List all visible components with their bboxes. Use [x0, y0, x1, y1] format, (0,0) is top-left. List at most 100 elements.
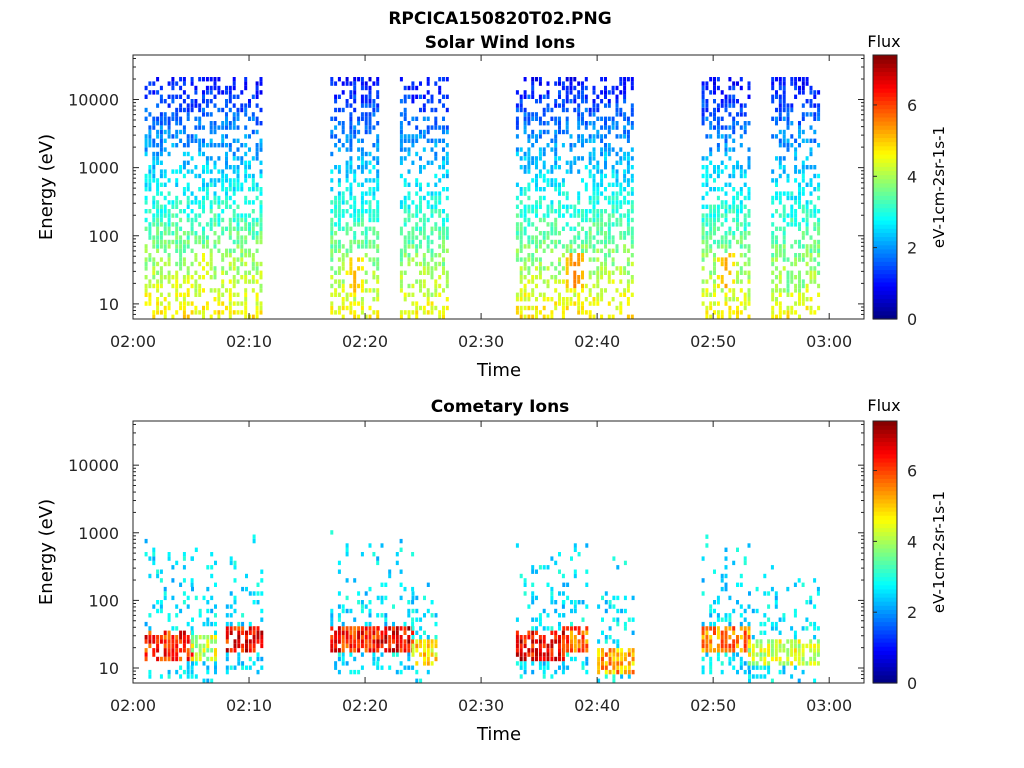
- heatmap-cell: [813, 239, 817, 245]
- heatmap-cell: [364, 288, 368, 293]
- heatmap-cell: [619, 213, 623, 218]
- heatmap-cell: [554, 103, 558, 108]
- heatmap-cell: [259, 173, 263, 179]
- heatmap-cell: [546, 213, 550, 218]
- heatmap-cell: [213, 275, 217, 280]
- heatmap-cell: [364, 270, 368, 275]
- heatmap-cell: [798, 297, 801, 302]
- heatmap-cell: [716, 314, 720, 319]
- heatmap-cell: [438, 244, 442, 249]
- heatmap-cell: [232, 178, 236, 183]
- heatmap-cell: [701, 292, 705, 297]
- heatmap-cell: [349, 226, 353, 231]
- heatmap-cell: [527, 239, 531, 245]
- heatmap-cell: [794, 253, 798, 258]
- heatmap-cell: [241, 586, 245, 592]
- heatmap-cell: [372, 213, 376, 218]
- heatmap-cell: [724, 217, 728, 223]
- heatmap-cell: [790, 275, 794, 280]
- heatmap-cell: [531, 134, 535, 139]
- heatmap-cell: [701, 165, 705, 170]
- heatmap-cell: [353, 283, 357, 289]
- heatmap-cell: [190, 77, 194, 82]
- heatmap-cell: [190, 578, 194, 583]
- heatmap-cell: [577, 195, 581, 201]
- heatmap-cell: [221, 270, 225, 275]
- heatmap-cell: [527, 187, 531, 192]
- heatmap-cell: [206, 608, 210, 614]
- heatmap-cell: [182, 292, 186, 297]
- heatmap-cell: [790, 292, 794, 297]
- heatmap-cell: [705, 543, 709, 548]
- colorbar-tick-label: 6: [907, 462, 917, 481]
- heatmap-cell: [191, 643, 194, 649]
- heatmap-cell: [233, 578, 237, 583]
- x-tick-label: 02:10: [226, 696, 272, 715]
- heatmap-cell: [519, 107, 523, 113]
- heatmap-cell: [790, 279, 794, 284]
- heatmap-cell: [619, 305, 623, 311]
- heatmap-cell: [214, 560, 217, 566]
- heatmap-cell: [163, 222, 167, 227]
- heatmap-cell: [232, 266, 236, 271]
- heatmap-cell: [364, 226, 368, 231]
- heatmap-cell: [426, 608, 430, 614]
- heatmap-cell: [368, 305, 372, 311]
- heatmap-cell: [415, 648, 419, 653]
- heatmap-cell: [550, 200, 554, 205]
- colorbar-segment: [873, 523, 897, 529]
- heatmap-cell: [561, 204, 565, 209]
- heatmap-cell: [399, 121, 403, 126]
- heatmap-cell: [519, 292, 523, 297]
- heatmap-cell: [144, 288, 148, 293]
- heatmap-cell: [527, 630, 531, 635]
- heatmap-cell: [542, 665, 546, 670]
- heatmap-cell: [221, 182, 225, 187]
- heatmap-cell: [330, 643, 334, 649]
- heatmap-cell: [156, 103, 160, 108]
- heatmap-cell: [221, 253, 225, 258]
- heatmap-cell: [214, 613, 217, 618]
- heatmap-cell: [159, 275, 163, 280]
- heatmap-cell: [228, 261, 232, 267]
- heatmap-cell: [345, 635, 349, 640]
- colorbar-segment: [873, 527, 897, 533]
- heatmap-cell: [167, 253, 171, 258]
- heatmap-cell: [747, 244, 751, 249]
- heatmap-cell: [186, 187, 190, 192]
- heatmap-cell: [179, 217, 183, 223]
- heatmap-cell: [732, 656, 736, 662]
- heatmap-cell: [376, 143, 380, 148]
- heatmap-cell: [619, 235, 623, 240]
- colorbar-segment: [873, 174, 897, 180]
- heatmap-cell: [251, 261, 255, 267]
- heatmap-cell: [241, 630, 245, 635]
- heatmap-cell: [801, 661, 805, 666]
- heatmap-cell: [364, 314, 368, 319]
- heatmap-cell: [592, 248, 596, 253]
- heatmap-cell: [705, 235, 709, 240]
- heatmap-cell: [252, 648, 256, 653]
- heatmap-cell: [616, 661, 620, 666]
- heatmap-cell: [570, 621, 573, 627]
- heatmap-cell: [716, 103, 720, 108]
- heatmap-cell: [597, 665, 601, 670]
- heatmap-cell: [519, 648, 523, 653]
- heatmap-cell: [175, 178, 179, 183]
- heatmap-cell: [713, 81, 716, 86]
- heatmap-cell: [380, 600, 384, 605]
- heatmap-cell: [709, 226, 713, 231]
- heatmap-cell: [596, 169, 600, 174]
- heatmap-cell: [186, 648, 190, 653]
- heatmap-cell: [709, 621, 713, 627]
- heatmap-cell: [434, 635, 438, 640]
- heatmap-cell: [813, 222, 817, 227]
- heatmap-cell: [411, 292, 415, 297]
- heatmap-cell: [778, 200, 782, 205]
- heatmap-cell: [240, 239, 244, 245]
- heatmap-cell: [581, 178, 584, 183]
- heatmap-cell: [701, 222, 705, 227]
- heatmap-cell: [600, 239, 604, 245]
- heatmap-cell: [728, 85, 732, 91]
- heatmap-cell: [228, 253, 232, 258]
